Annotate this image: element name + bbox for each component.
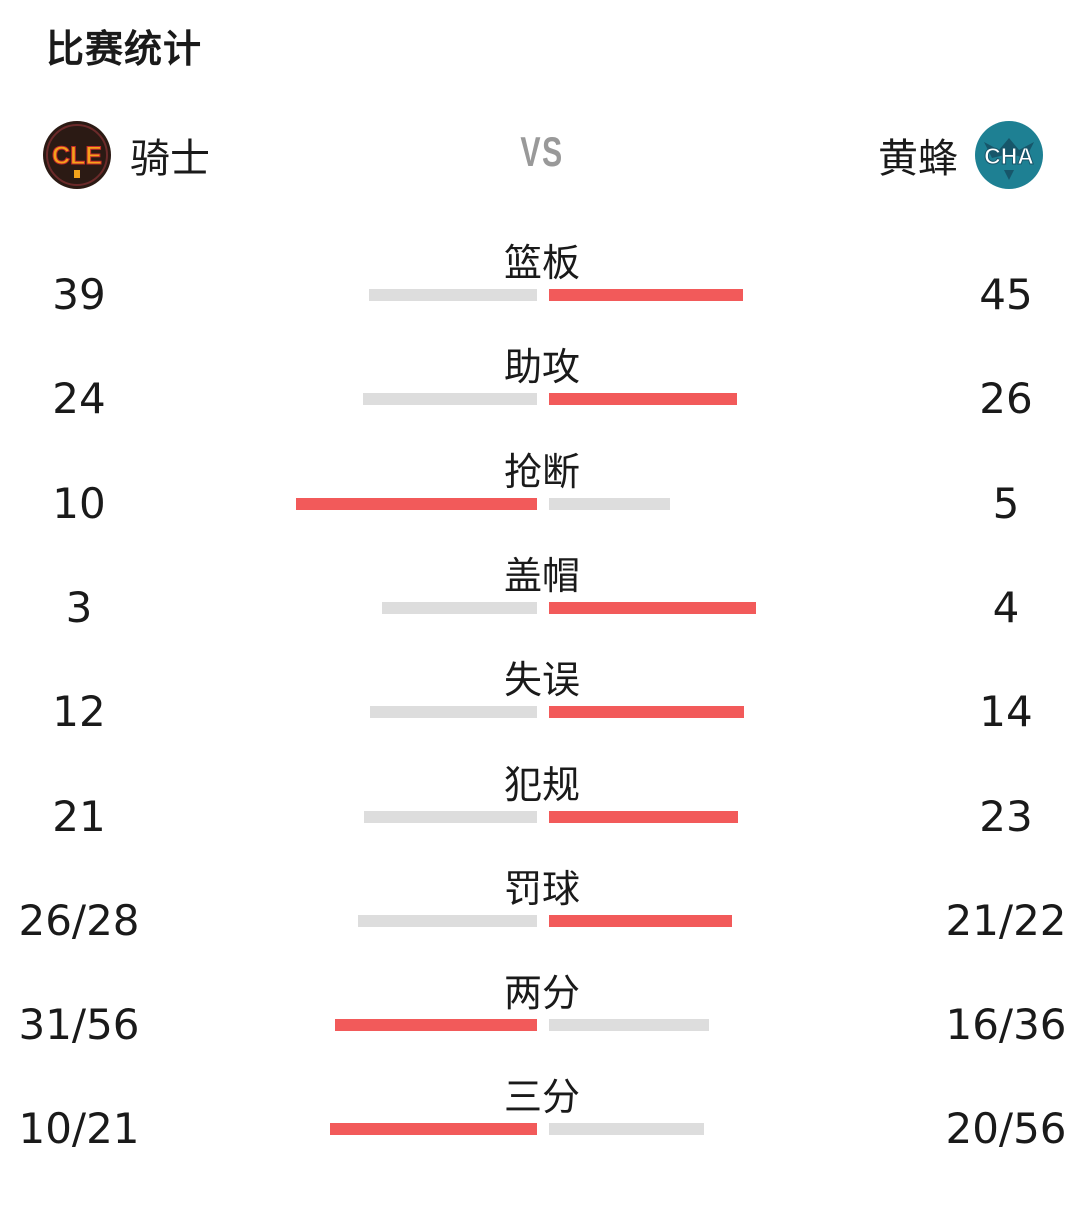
home-stat-value: 10 <box>52 478 106 528</box>
home-stat-value: 10/21 <box>18 1104 140 1154</box>
home-stat-value: 39 <box>52 270 106 319</box>
away-stat-bar <box>549 1123 704 1136</box>
stat-row: 三分 10/21 20/56 <box>0 1064 1084 1168</box>
cavaliers-logo-icon: CLE <box>43 121 111 189</box>
home-stat-value: 3 <box>65 582 93 632</box>
stat-label: 两分 <box>503 971 580 1016</box>
stat-label: 抢断 <box>503 449 580 494</box>
stat-label: 罚球 <box>503 866 580 911</box>
home-stat-value: 21 <box>52 791 106 841</box>
home-stat-bar <box>335 1019 537 1032</box>
hornets-logo-icon: CHA <box>975 121 1043 189</box>
home-stat-bar <box>358 914 537 927</box>
stat-row: 助攻 24 26 <box>0 334 1084 438</box>
away-stat-bar <box>549 914 732 927</box>
home-stat-value: 24 <box>52 374 106 424</box>
home-stat-bar <box>369 289 537 301</box>
home-stat-bar <box>363 393 537 406</box>
vs-label: VS <box>520 128 564 175</box>
stat-row: 篮板 39 45 <box>0 230 1084 334</box>
home-logo-text: CLE <box>52 142 102 170</box>
stat-label: 盖帽 <box>503 553 580 598</box>
away-stat-bar <box>549 706 744 719</box>
away-stat-value: 5 <box>992 478 1020 528</box>
stat-row: 罚球 26/28 21/22 <box>0 856 1084 960</box>
stat-label: 篮板 <box>503 241 580 285</box>
stat-row: 抢断 10 5 <box>0 439 1084 543</box>
home-stat-value: 26/28 <box>18 895 140 945</box>
home-stat-bar <box>370 706 537 719</box>
away-stat-value: 16/36 <box>945 1000 1067 1050</box>
home-stat-bar <box>296 497 537 510</box>
away-logo-text: CHA <box>984 143 1034 169</box>
stat-row: 犯规 21 23 <box>0 752 1084 856</box>
home-stat-value: 12 <box>52 687 106 737</box>
home-stat-bar <box>364 810 537 823</box>
stat-row: 两分 31/56 16/36 <box>0 960 1084 1064</box>
away-stat-bar <box>549 810 738 823</box>
page-title: 比赛统计 <box>46 27 203 71</box>
away-stat-value: 4 <box>992 582 1020 632</box>
away-stat-value: 26 <box>979 374 1033 424</box>
home-stat-bar <box>330 1123 537 1136</box>
home-team-name: 骑士 <box>130 136 210 182</box>
home-team[interactable]: CLE 骑士 <box>42 118 210 192</box>
away-stat-value: 23 <box>979 791 1033 841</box>
away-team[interactable]: 黄蜂 CHA <box>878 118 1044 192</box>
stat-label: 犯规 <box>503 762 580 807</box>
stat-label: 失误 <box>503 658 580 703</box>
away-stat-bar <box>549 393 737 406</box>
stat-label: 三分 <box>503 1075 580 1120</box>
stat-label: 助攻 <box>503 345 580 390</box>
away-stat-value: 20/56 <box>945 1104 1067 1154</box>
away-team-name: 黄蜂 <box>878 136 958 182</box>
away-stat-value: 14 <box>979 687 1033 737</box>
away-stat-value: 45 <box>979 270 1033 319</box>
away-stat-bar <box>549 601 756 614</box>
away-stat-bar <box>549 289 743 301</box>
away-stat-value: 21/22 <box>945 895 1067 945</box>
stat-row: 盖帽 3 4 <box>0 543 1084 647</box>
away-stat-bar <box>549 1019 709 1032</box>
stat-row: 失误 12 14 <box>0 647 1084 751</box>
home-stat-bar <box>382 601 537 614</box>
away-stat-bar <box>549 497 670 510</box>
home-stat-value: 31/56 <box>18 1000 140 1050</box>
